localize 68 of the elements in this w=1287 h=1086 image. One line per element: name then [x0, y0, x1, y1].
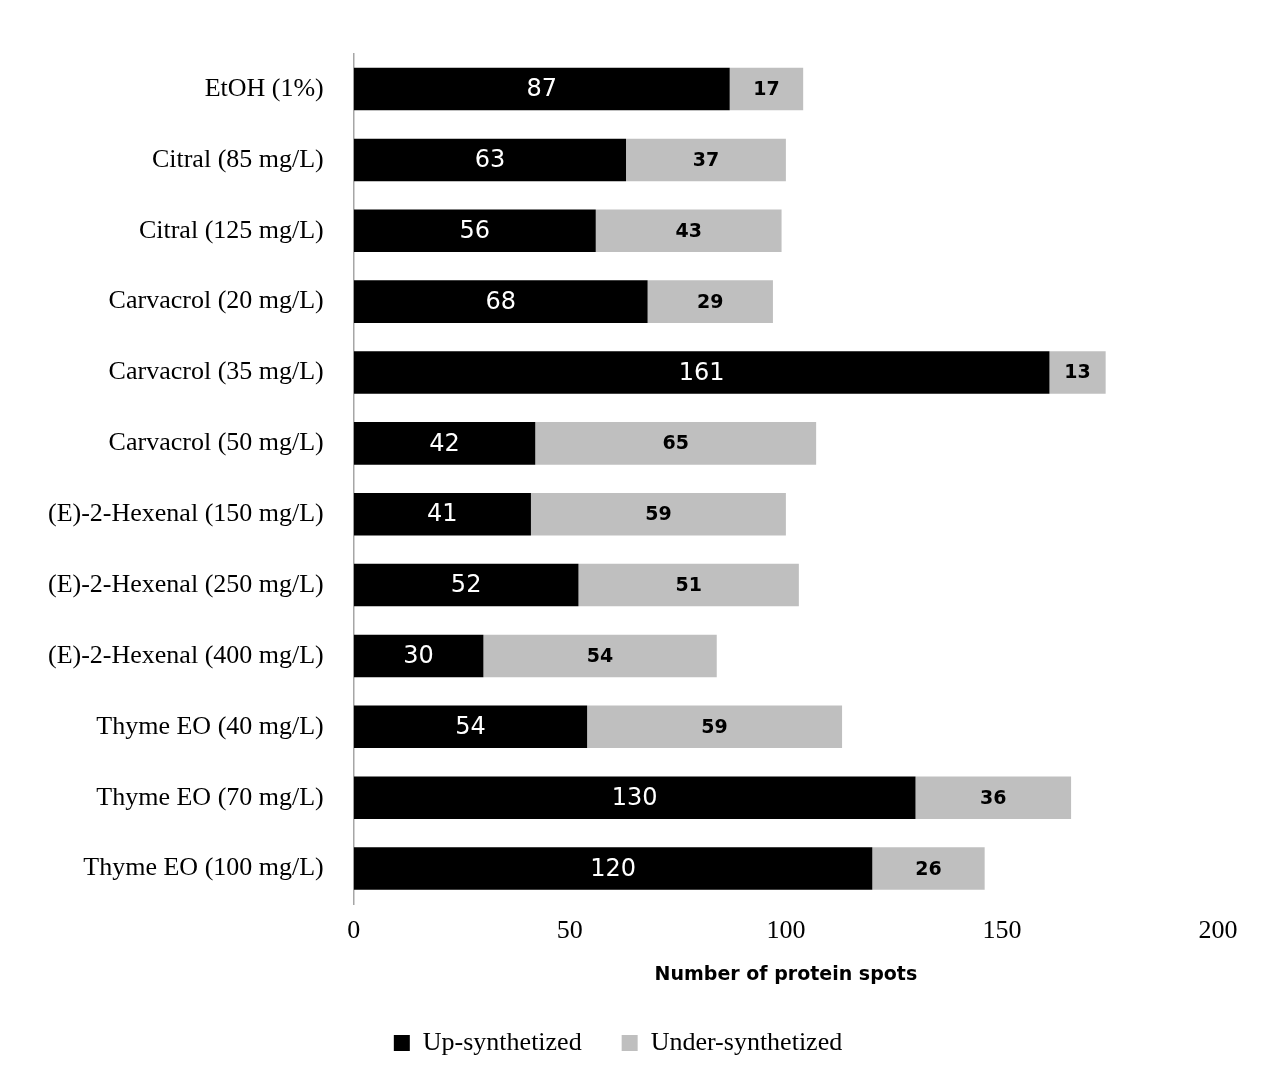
y-tick-label: EtOH (1%)	[204, 72, 324, 102]
data-label: 13	[1064, 360, 1091, 383]
bar	[353, 67, 730, 111]
data-label: 87	[526, 74, 558, 103]
data-label: 26	[915, 856, 942, 879]
x-tick-label: 200	[1198, 915, 1238, 945]
bar	[353, 209, 596, 253]
bar	[530, 492, 786, 536]
data-label: 42	[429, 428, 460, 457]
y-tick-label: Thyme EO (100 mg/L)	[83, 852, 324, 882]
legend-label: Under-synthetized	[650, 1026, 843, 1056]
data-label: 17	[753, 76, 780, 99]
bar	[587, 705, 843, 749]
y-tick-label: (E)-2-Hexenal (150 mg/L)	[48, 498, 324, 528]
y-tick-label: Thyme EO (40 mg/L)	[96, 710, 324, 740]
y-tick-label: (E)-2-Hexenal (250 mg/L)	[48, 568, 324, 598]
data-label: 59	[701, 714, 728, 737]
bar	[1049, 351, 1106, 394]
y-tick-label: Carvacrol (20 mg/L)	[108, 285, 324, 315]
y-tick-label: Citral (85 mg/L)	[151, 143, 324, 173]
data-label: 63	[474, 145, 506, 174]
bar	[353, 776, 916, 819]
bar	[915, 776, 1072, 819]
bar	[353, 138, 627, 182]
data-label: 51	[675, 573, 702, 596]
data-label: 30	[403, 641, 434, 670]
bar	[353, 351, 1050, 394]
data-label: 120	[590, 853, 636, 882]
bar	[535, 422, 817, 465]
bar	[647, 280, 773, 323]
data-label: 59	[645, 502, 672, 525]
data-label: 29	[697, 289, 724, 312]
x-tick-label: 150	[982, 915, 1022, 945]
data-label: 68	[485, 286, 516, 315]
bar	[483, 634, 717, 678]
data-label: 52	[450, 570, 482, 599]
y-tick-label: Citral (125 mg/L)	[138, 214, 324, 244]
x-tick-label: 0	[347, 915, 361, 945]
data-label: 43	[675, 218, 702, 241]
data-label: 56	[459, 216, 491, 244]
y-tick-label: Carvacrol (50 mg/L)	[108, 427, 324, 457]
bar	[595, 209, 782, 253]
x-tick-label: 50	[556, 915, 583, 945]
bar	[353, 563, 579, 607]
data-label: 54	[586, 643, 614, 666]
x-axis-title: Number of protein spots	[654, 961, 918, 984]
bar	[729, 67, 804, 111]
bar	[578, 563, 799, 607]
data-label: 54	[455, 712, 486, 741]
y-tick-label: Thyme EO (70 mg/L)	[96, 781, 324, 811]
bar	[353, 705, 588, 749]
bar	[626, 138, 786, 182]
data-label: 36	[980, 785, 1007, 808]
bar	[353, 634, 484, 678]
y-tick-label: (E)-2-Hexenal (400 mg/L)	[48, 639, 324, 669]
bar	[872, 847, 985, 890]
x-tick-label: 100	[766, 915, 806, 945]
data-label: 65	[662, 431, 689, 454]
data-label: 41	[427, 499, 458, 528]
bar	[353, 847, 873, 890]
data-label: 37	[692, 147, 720, 170]
data-label: 130	[611, 782, 658, 811]
legend-label: Up-synthetized	[422, 1026, 582, 1056]
data-label: 161	[678, 357, 725, 386]
bar	[353, 492, 531, 536]
bar	[353, 280, 648, 323]
bar	[353, 422, 536, 465]
y-tick-label: Carvacrol (35 mg/L)	[108, 356, 324, 386]
